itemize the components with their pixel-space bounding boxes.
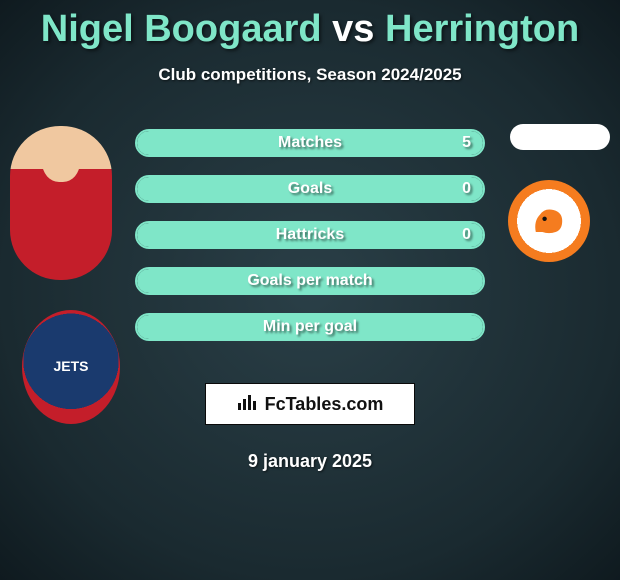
stat-label: Min per goal	[263, 318, 357, 336]
stat-label: Hattricks	[276, 226, 344, 244]
stat-row-matches: Matches 5	[135, 129, 485, 157]
stat-value-right: 0	[462, 180, 471, 198]
player1-avatar	[10, 126, 112, 280]
player1-club-badge: JETS	[22, 310, 120, 424]
stat-label: Goals	[288, 180, 332, 198]
player1-name: Nigel Boogaard	[41, 8, 322, 50]
brand-badge: FcTables.com	[205, 383, 415, 425]
stat-value-right: 0	[462, 226, 471, 244]
lion-icon	[527, 199, 571, 243]
subtitle: Club competitions, Season 2024/2025	[0, 65, 620, 85]
player1-club-label: JETS	[53, 359, 88, 374]
player2-name: Herrington	[385, 8, 579, 50]
stat-value-right: 5	[462, 134, 471, 152]
brand-text: FcTables.com	[265, 394, 384, 415]
stat-label: Matches	[278, 134, 342, 152]
stat-row-goals: Goals 0	[135, 175, 485, 203]
player2-club-badge	[508, 180, 590, 262]
stat-row-goals-per-match: Goals per match	[135, 267, 485, 295]
chart-icon	[237, 393, 259, 416]
vs-separator: vs	[332, 8, 374, 50]
stat-label: Goals per match	[247, 272, 372, 290]
player2-avatar	[510, 124, 610, 150]
stat-row-hattricks: Hattricks 0	[135, 221, 485, 249]
comparison-title: Nigel Boogaard vs Herrington	[0, 0, 620, 51]
date-label: 9 january 2025	[0, 451, 620, 472]
stat-row-min-per-goal: Min per goal	[135, 313, 485, 341]
